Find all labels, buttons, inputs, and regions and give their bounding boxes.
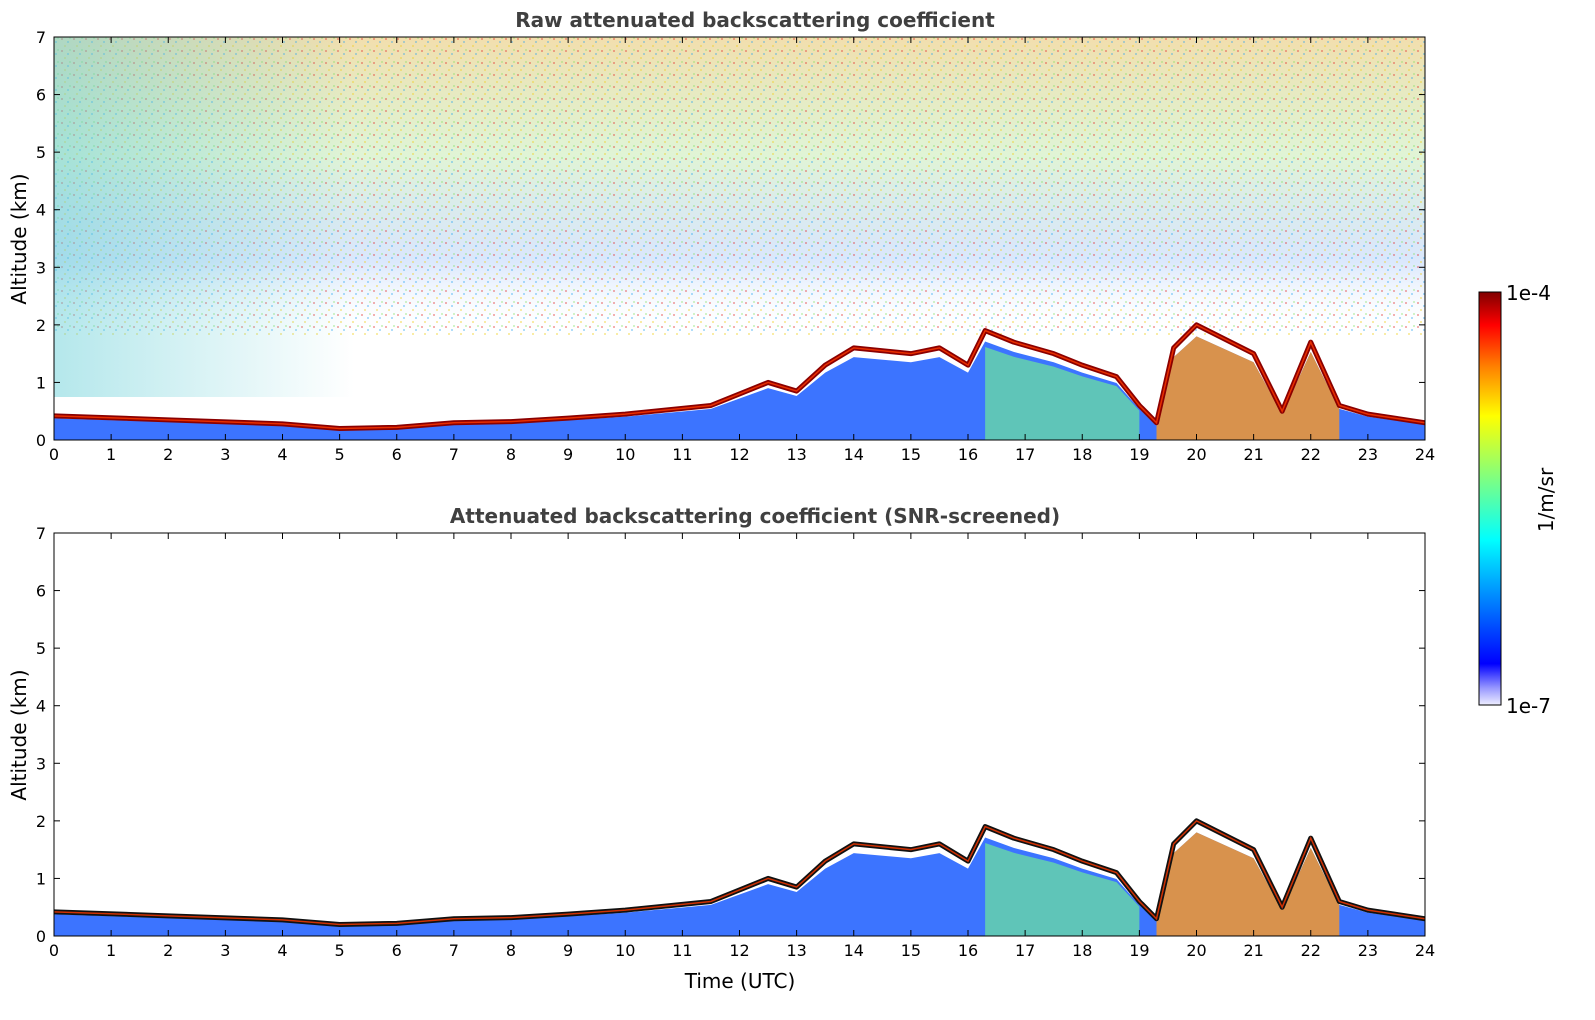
x-tick-label: 17 [1015, 445, 1035, 464]
x-tick-label: 5 [335, 941, 345, 960]
panel1-title: Raw attenuated backscattering coefficien… [515, 8, 995, 32]
x-tick-label: 7 [449, 445, 459, 464]
panel1-axes: 0 1 2 3 4 5 6 7 8 9 10 11 12 13 14 15 16 17 18 19 20 21 22 23 24… [36, 28, 1435, 464]
x-tick-label: 8 [506, 445, 516, 464]
x-tick-label: 13 [786, 941, 806, 960]
x-tick-label: 11 [672, 941, 692, 960]
x-tick-label: 18 [1072, 941, 1092, 960]
panel1-plot-area [54, 37, 1425, 440]
x-tick-label: 14 [844, 941, 864, 960]
x-tick-label: 0 [49, 941, 59, 960]
panel2: 0 1 2 3 4 5 6 7 8 9 10 11 12 13 14 15 16 17 18 19 20 21 22 23 24… [7, 524, 1435, 993]
x-tick-label: 22 [1301, 445, 1321, 464]
x-tick-label: 23 [1358, 445, 1378, 464]
x-tick-label: 18 [1072, 445, 1092, 464]
x-tick-label: 1 [106, 941, 116, 960]
y-tick-label: 4 [36, 697, 46, 716]
panel2-y-axis-label: Altitude (km) [7, 669, 31, 800]
y-tick-label: 6 [36, 582, 46, 601]
panel2-title: Attenuated backscattering coefficient (S… [449, 504, 1061, 528]
x-tick-label: 10 [615, 445, 635, 464]
x-tick-label: 10 [615, 941, 635, 960]
y-tick-label: 2 [36, 812, 46, 831]
panel2-x-axis-label: Time (UTC) [684, 969, 796, 993]
panel2-layers [54, 818, 1425, 936]
y-tick-label: 1 [36, 869, 46, 888]
y-tick-label: 5 [36, 639, 46, 658]
x-tick-label: 9 [563, 445, 573, 464]
colorbar: 1e-4 1e-7 1/m/sr [1478, 281, 1558, 718]
x-tick-label: 19 [1129, 445, 1149, 464]
evening-layer [1156, 336, 1340, 440]
x-tick-label: 6 [392, 445, 402, 464]
panel2-axes: 0 1 2 3 4 5 6 7 8 9 10 11 12 13 14 15 16 17 18 19 20 21 22 23 24… [36, 524, 1435, 960]
y-tick-label: 5 [36, 143, 46, 162]
x-tick-label: 24 [1415, 941, 1435, 960]
y-tick-label: 3 [36, 258, 46, 277]
x-tick-label: 4 [277, 445, 287, 464]
x-tick-label: 17 [1015, 941, 1035, 960]
x-tick-label: 16 [958, 445, 978, 464]
y-tick-label: 0 [36, 927, 46, 946]
x-tick-label: 5 [335, 445, 345, 464]
x-tick-label: 9 [563, 941, 573, 960]
x-tick-label: 1 [106, 445, 116, 464]
x-tick-label: 21 [1243, 445, 1263, 464]
x-tick-label: 3 [220, 445, 230, 464]
x-tick-label: 22 [1301, 941, 1321, 960]
x-tick-label: 6 [392, 941, 402, 960]
colorbar-gradient [1478, 291, 1502, 706]
x-tick-label: 23 [1358, 941, 1378, 960]
panel1-noise-left [54, 37, 354, 397]
y-tick-label: 7 [36, 524, 46, 543]
y-tick-label: 1 [36, 373, 46, 392]
colorbar-unit-label: 1/m/sr [1534, 467, 1558, 532]
x-tick-label: 12 [729, 941, 749, 960]
x-tick-label: 4 [277, 941, 287, 960]
panel1-layers [54, 322, 1425, 440]
x-tick-label: 8 [506, 941, 516, 960]
x-tick-label: 15 [901, 445, 921, 464]
panel1: 0 1 2 3 4 5 6 7 8 9 10 11 12 13 14 15 16 17 18 19 20 21 22 23 24… [7, 28, 1435, 464]
x-tick-label: 24 [1415, 445, 1435, 464]
layer-top-highlight [54, 323, 1425, 430]
y-tick-label: 3 [36, 754, 46, 773]
y-tick-label: 0 [36, 431, 46, 450]
x-tick-label: 20 [1186, 941, 1206, 960]
x-tick-label: 0 [49, 445, 59, 464]
panel1-y-axis-label: Altitude (km) [7, 173, 31, 304]
convective-layer [985, 843, 1140, 936]
x-tick-label: 7 [449, 941, 459, 960]
y-tick-label: 4 [36, 201, 46, 220]
x-tick-label: 3 [220, 941, 230, 960]
x-tick-label: 2 [163, 445, 173, 464]
x-tick-label: 12 [729, 445, 749, 464]
convective-layer [985, 347, 1140, 440]
x-tick-label: 13 [786, 445, 806, 464]
evening-layer [1156, 832, 1340, 936]
x-tick-label: 16 [958, 941, 978, 960]
x-tick-label: 2 [163, 941, 173, 960]
y-tick-label: 2 [36, 316, 46, 335]
colorbar-max-label: 1e-4 [1506, 281, 1551, 305]
y-tick-label: 6 [36, 86, 46, 105]
x-tick-label: 15 [901, 941, 921, 960]
x-tick-label: 11 [672, 445, 692, 464]
x-tick-label: 21 [1243, 941, 1263, 960]
y-tick-label: 7 [36, 28, 46, 47]
colorbar-min-label: 1e-7 [1506, 694, 1551, 718]
layer-top-highlight [54, 819, 1425, 926]
x-tick-label: 14 [844, 445, 864, 464]
x-tick-label: 19 [1129, 941, 1149, 960]
panel2-plot-area [54, 533, 1425, 936]
x-tick-label: 20 [1186, 445, 1206, 464]
